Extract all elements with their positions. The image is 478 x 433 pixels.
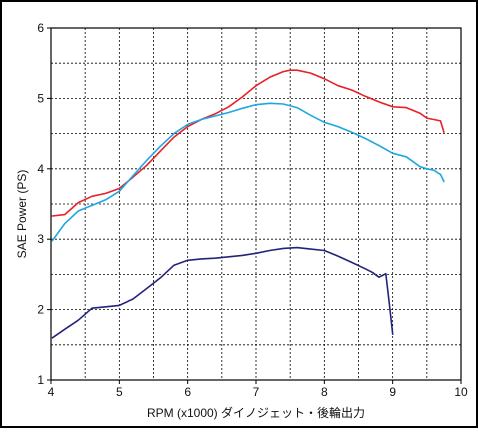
tick-labels: 4 5 6 7 8 9 10 1 2 3 4 5 6: [37, 21, 468, 399]
y-tick-label: 4: [37, 162, 44, 176]
x-axis-label: RPM (x1000) ダイノジェット・後輪出力: [147, 405, 365, 420]
x-tick-label: 9: [389, 385, 396, 399]
y-tick-label: 6: [37, 21, 44, 35]
x-tick-label: 5: [116, 385, 123, 399]
series-line-2: [51, 102, 445, 242]
x-tick-label: 8: [321, 385, 328, 399]
y-axis-label: SAE Power (PS): [15, 170, 29, 259]
y-tick-label: 3: [37, 232, 44, 246]
x-tick-label: 6: [184, 385, 191, 399]
y-tick-label: 5: [37, 91, 44, 105]
plot-border: [50, 27, 462, 381]
x-tick-label: 10: [454, 385, 468, 399]
y-tick-label: 1: [37, 373, 44, 387]
series-line-1: [51, 69, 445, 217]
x-tick-label: 4: [48, 385, 55, 399]
y-tick-label: 2: [37, 303, 44, 317]
series-lines: [51, 69, 445, 339]
x-tick-label: 7: [253, 385, 260, 399]
series-line-3: [51, 246, 394, 339]
grid: [51, 28, 461, 380]
